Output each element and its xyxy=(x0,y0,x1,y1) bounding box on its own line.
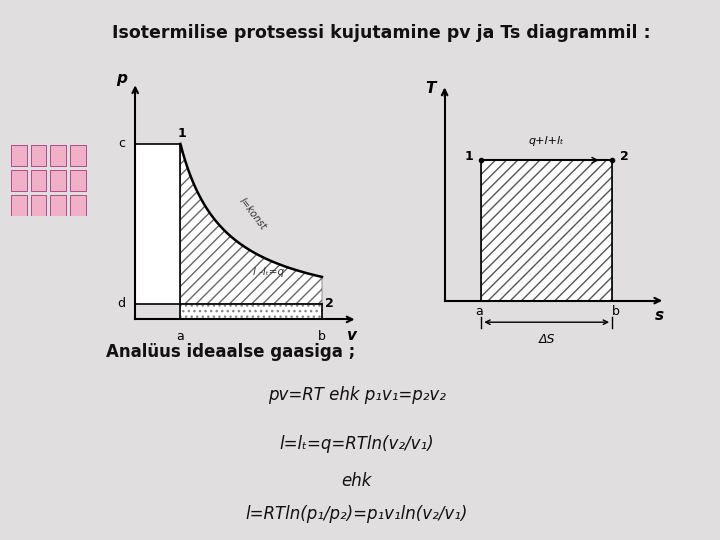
Bar xyxy=(71,195,86,216)
Text: pv=RT ehk p₁v₁=p₂v₂: pv=RT ehk p₁v₁=p₂v₂ xyxy=(268,386,446,404)
Bar xyxy=(11,170,27,191)
Text: q+l+lₜ: q+l+lₜ xyxy=(529,136,564,146)
Bar xyxy=(30,195,47,216)
Text: l=RTln(p₁/p₂)=p₁v₁ln(v₂/v₁): l=RTln(p₁/p₂)=p₁v₁ln(v₂/v₁) xyxy=(246,505,468,523)
Text: s: s xyxy=(654,307,663,322)
Text: 1: 1 xyxy=(464,150,474,163)
Text: Isotermilise protsessi kujutamine pv ja Ts diagrammil :: Isotermilise protsessi kujutamine pv ja … xyxy=(112,24,651,42)
Bar xyxy=(11,145,27,166)
Text: d: d xyxy=(117,297,125,310)
Text: T: T xyxy=(425,80,436,96)
Text: 2: 2 xyxy=(620,150,629,163)
Bar xyxy=(11,195,27,216)
Bar xyxy=(71,145,86,166)
Text: p: p xyxy=(116,71,127,86)
Bar xyxy=(50,145,66,166)
Text: b: b xyxy=(318,330,326,343)
Text: a: a xyxy=(176,330,184,343)
Text: ΔS: ΔS xyxy=(539,333,555,346)
Text: v: v xyxy=(346,328,356,343)
Text: ehk: ehk xyxy=(341,472,372,490)
Text: c: c xyxy=(118,137,125,151)
Polygon shape xyxy=(135,144,181,303)
Bar xyxy=(30,145,47,166)
Polygon shape xyxy=(482,160,612,301)
Bar xyxy=(71,170,86,191)
Text: b: b xyxy=(612,305,620,318)
Text: Analüus ideaalse gaasiga ;: Analüus ideaalse gaasiga ; xyxy=(106,343,356,361)
Text: l -lₜ=q: l -lₜ=q xyxy=(253,267,284,277)
Text: a: a xyxy=(475,305,483,318)
Text: l=konst: l=konst xyxy=(238,196,269,232)
Polygon shape xyxy=(181,303,322,319)
Bar xyxy=(50,170,66,191)
Text: l=lₜ=q=RTln(v₂/v₁): l=lₜ=q=RTln(v₂/v₁) xyxy=(279,435,434,453)
Polygon shape xyxy=(181,144,322,303)
Text: 1: 1 xyxy=(178,127,186,140)
Bar xyxy=(50,195,66,216)
Bar xyxy=(30,170,47,191)
Text: 2: 2 xyxy=(325,297,334,310)
